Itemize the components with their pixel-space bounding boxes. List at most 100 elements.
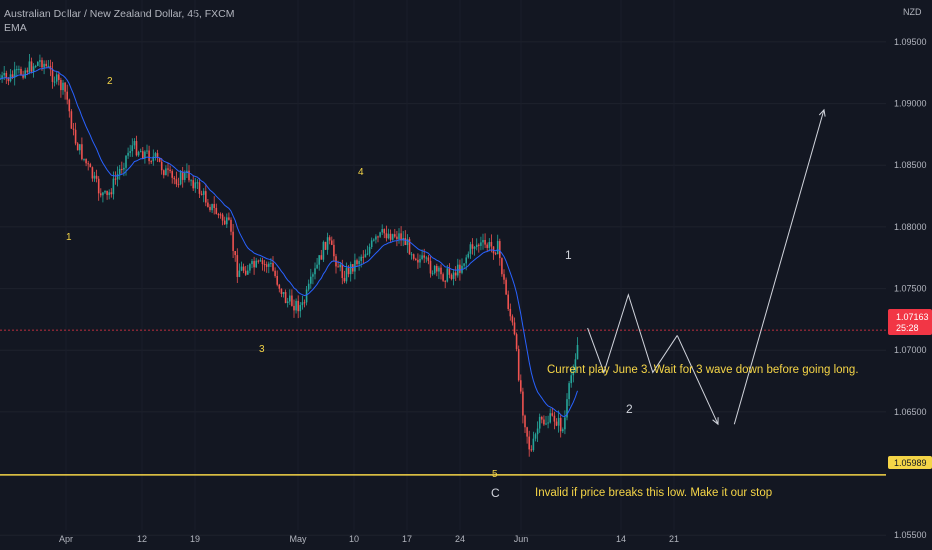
projection-label-1: 1	[565, 248, 572, 262]
candle-body	[85, 158, 87, 164]
ema-line	[0, 67, 578, 418]
candle-body	[152, 156, 155, 162]
candle-body	[18, 68, 20, 70]
candle-body	[419, 258, 421, 263]
candle-body	[473, 247, 476, 249]
candle-body	[102, 192, 104, 196]
candle-body	[366, 253, 369, 255]
candle-body	[253, 261, 255, 268]
time-tick-label: Jun	[514, 534, 529, 544]
candle-body	[160, 161, 163, 171]
candle-body	[66, 91, 68, 100]
candle-body	[249, 264, 251, 271]
candle-body	[148, 150, 150, 162]
candle-body	[125, 155, 127, 168]
candle-body	[221, 214, 224, 221]
countdown-timer: 25:28	[896, 323, 919, 333]
support-price-badge	[888, 456, 932, 469]
candle-body	[318, 255, 320, 265]
candle-body	[261, 260, 264, 265]
candle-body	[337, 266, 339, 268]
candle-body	[228, 217, 230, 220]
candle-body	[503, 274, 505, 280]
candle-body	[368, 247, 371, 254]
candle-body	[396, 236, 398, 240]
candle-body	[320, 255, 323, 260]
candle-body	[158, 157, 161, 162]
candle-body	[236, 255, 239, 277]
candle-body	[150, 161, 152, 163]
candle-body	[83, 158, 85, 160]
candle-body	[192, 180, 194, 189]
candle-body	[127, 152, 129, 156]
candle-body	[536, 428, 539, 435]
candle-body	[347, 267, 350, 275]
candle-body	[255, 260, 257, 268]
candle-body	[173, 177, 176, 180]
candle-body	[270, 263, 272, 265]
wave-label-2: 2	[107, 76, 113, 87]
candle-body	[448, 268, 451, 275]
time-tick-label: 17	[402, 534, 412, 544]
candle-body	[450, 274, 453, 279]
candle-body	[387, 233, 390, 239]
candle-body	[423, 255, 425, 258]
candle-body	[268, 263, 270, 267]
time-tick-label: 14	[616, 534, 626, 544]
wave-label-1: 1	[66, 232, 72, 243]
candle-body	[28, 61, 31, 73]
candle-body	[79, 144, 81, 151]
indicator-label[interactable]: EMA	[4, 22, 27, 34]
price-tick-label: 1.06500	[894, 407, 927, 417]
candle-body	[169, 169, 171, 172]
candle-body	[465, 257, 467, 264]
candle-body	[528, 436, 530, 450]
candle-body	[312, 274, 314, 277]
time-tick-label: May	[289, 534, 307, 544]
candle-body	[95, 175, 98, 179]
candle-body	[484, 239, 486, 245]
candle-body	[333, 244, 335, 257]
candle-body	[471, 244, 474, 249]
price-tick-label: 1.09500	[894, 37, 927, 47]
candle-body	[373, 239, 375, 241]
candle-body	[356, 260, 358, 265]
candle-body	[454, 272, 457, 276]
candle-body	[226, 217, 228, 225]
candle-body	[37, 61, 39, 66]
candle-body	[316, 264, 318, 269]
candle-body	[427, 257, 430, 261]
candle-body	[129, 151, 131, 153]
candle-body	[234, 251, 236, 256]
candle-body	[343, 278, 346, 282]
candle-body	[310, 276, 312, 284]
candle-body	[562, 429, 564, 432]
candle-body	[259, 260, 262, 262]
candle-body	[433, 265, 436, 274]
candle-body	[526, 427, 528, 437]
candle-body	[568, 383, 570, 400]
candle-body	[520, 380, 522, 392]
candle-body	[282, 292, 285, 294]
candle-body	[32, 66, 35, 72]
candle-body	[284, 292, 287, 304]
candle-body	[404, 238, 407, 246]
candle-body	[576, 344, 579, 360]
candle-body	[547, 422, 549, 424]
candle-body	[349, 264, 352, 275]
candle-body	[26, 70, 29, 73]
projection-long-arrow	[733, 109, 825, 425]
candle-body	[429, 260, 432, 274]
candle-body	[257, 260, 260, 262]
candle-body	[156, 153, 159, 158]
time-tick-label: 19	[190, 534, 200, 544]
candle-body	[171, 171, 173, 178]
candle-body	[398, 233, 400, 240]
annotation-stop: Invalid if price breaks this low. Make i…	[535, 487, 772, 499]
candle-body	[104, 190, 106, 193]
candle-body	[1, 75, 3, 79]
candle-body	[205, 191, 207, 203]
candle-body	[146, 150, 148, 152]
price-tick-label: 1.07000	[894, 345, 927, 355]
